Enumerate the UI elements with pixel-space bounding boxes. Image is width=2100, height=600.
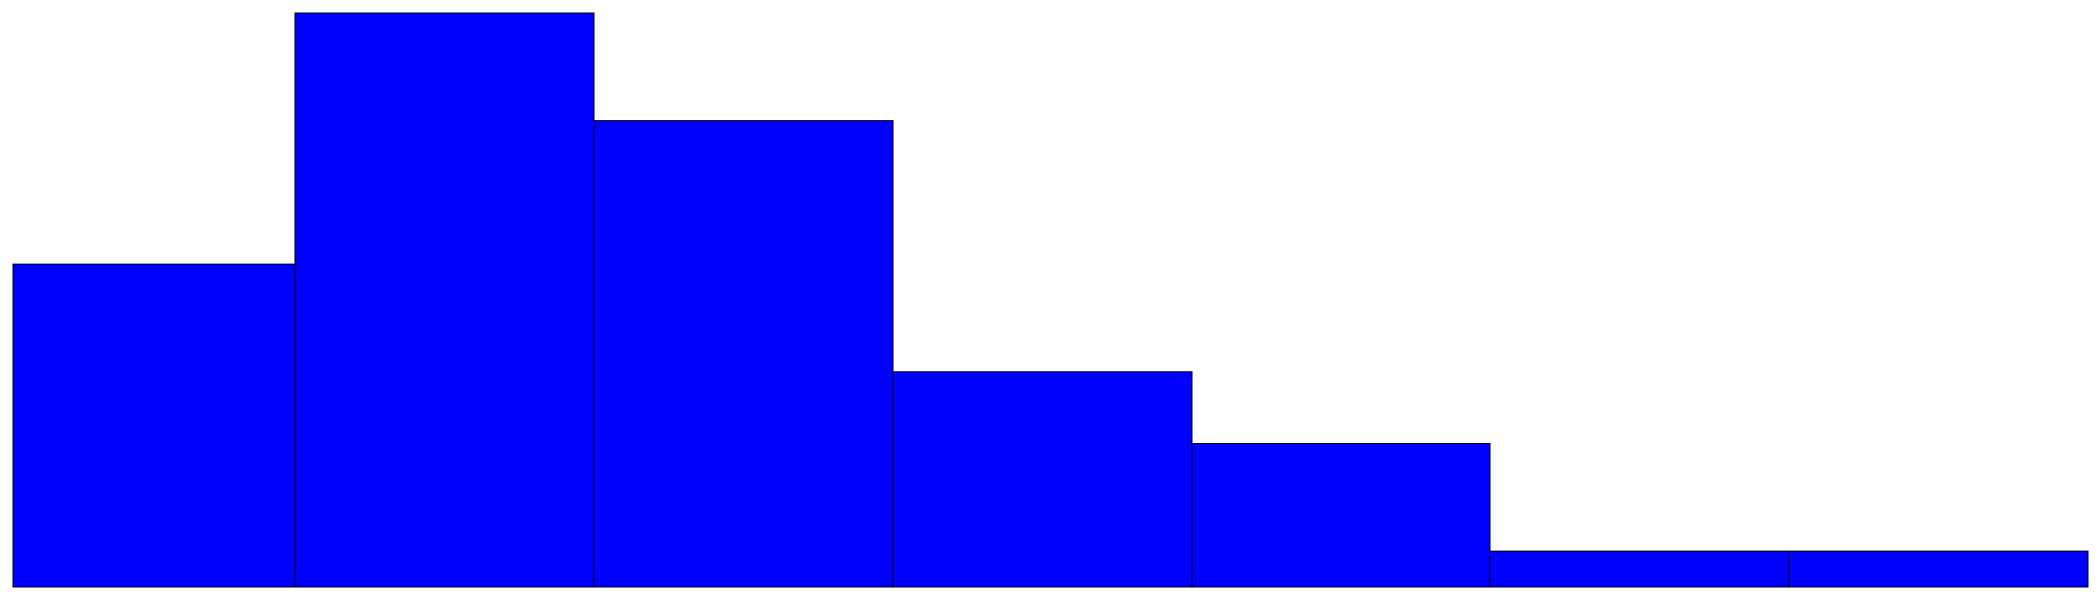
histogram-bar-3 <box>593 120 894 588</box>
histogram-bar-2 <box>294 12 595 588</box>
histogram-bar-5 <box>1191 443 1491 588</box>
histogram-bar-1 <box>12 263 296 588</box>
histogram-bar-7 <box>1788 550 2089 588</box>
histogram-bar-6 <box>1489 550 1790 588</box>
bars-group <box>12 12 2089 588</box>
histogram-bar-4 <box>892 371 1193 588</box>
